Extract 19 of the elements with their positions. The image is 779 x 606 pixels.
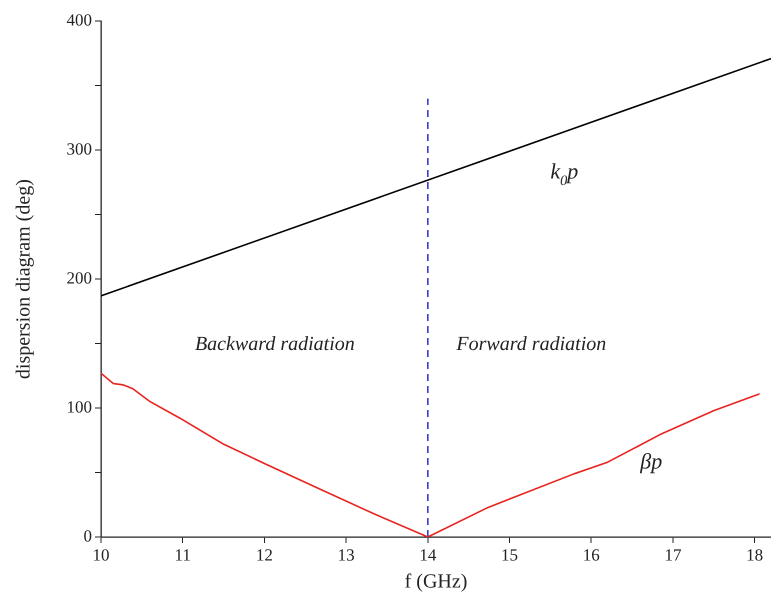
- y-tick-label: 0: [84, 526, 92, 546]
- y-tick-label: 200: [66, 268, 92, 288]
- y-tick-label: 300: [66, 140, 92, 159]
- y-axis-title: dispersion diagram (deg): [12, 179, 34, 380]
- x-tick-label: 12: [256, 546, 273, 565]
- y-tick-label: 100: [66, 398, 92, 417]
- x-tick-label: 16: [582, 546, 600, 565]
- series-label: βp: [639, 448, 662, 474]
- x-tick-label: 11: [174, 546, 191, 565]
- x-tick-label: 18: [746, 546, 764, 565]
- x-tick-label: 10: [92, 546, 110, 565]
- x-tick-label: 17: [664, 546, 682, 565]
- annotation: Backward radiation: [194, 333, 355, 356]
- y-tick-label: 400: [66, 10, 92, 30]
- x-tick-label: 14: [419, 546, 437, 565]
- x-tick-label: 13: [338, 546, 355, 565]
- annotation: Forward radiation: [455, 333, 606, 356]
- x-axis-title: f (GHz): [404, 570, 468, 592]
- x-tick-label: 15: [501, 546, 518, 565]
